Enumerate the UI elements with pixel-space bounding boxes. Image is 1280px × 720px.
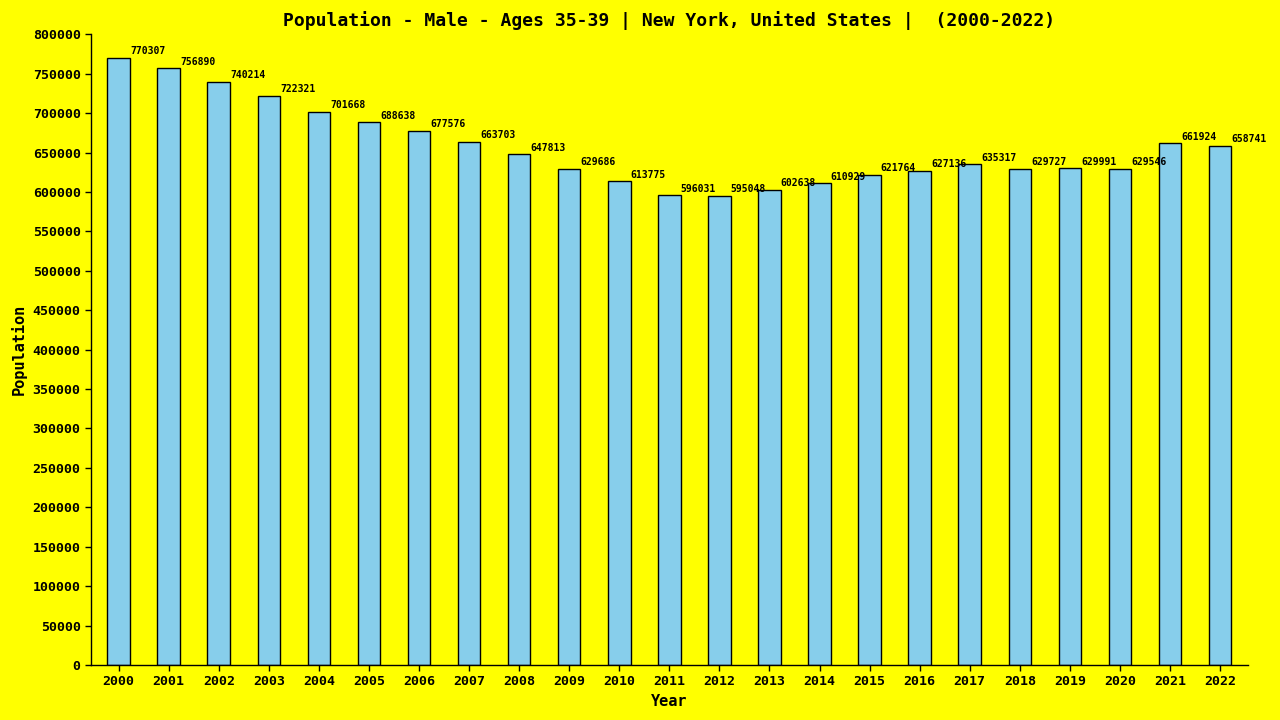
Bar [808,184,831,665]
Bar [207,81,230,665]
Text: 595048: 595048 [731,184,765,194]
Text: 610929: 610929 [831,172,867,182]
Text: 596031: 596031 [681,184,716,194]
Text: 602638: 602638 [781,179,815,189]
Title: Population - Male - Ages 35-39 | New York, United States |  (2000-2022): Population - Male - Ages 35-39 | New Yor… [283,11,1056,30]
Bar [357,122,380,665]
Text: 621764: 621764 [881,163,916,174]
Bar [1108,168,1132,665]
Text: 756890: 756890 [180,57,215,67]
Bar [859,175,881,665]
Bar [1208,145,1231,665]
Text: 770307: 770307 [129,46,165,56]
Y-axis label: Population: Population [12,304,27,395]
Text: 688638: 688638 [380,111,416,121]
Text: 629991: 629991 [1082,157,1116,167]
Bar [458,142,480,665]
Bar [307,112,330,665]
Text: 740214: 740214 [230,70,265,80]
X-axis label: Year: Year [652,694,687,709]
Text: 629686: 629686 [580,157,616,167]
Text: 647813: 647813 [530,143,566,153]
Text: 663703: 663703 [480,130,516,140]
Bar [257,96,280,665]
Bar [1009,168,1032,665]
Bar [758,190,781,665]
Bar [608,181,631,665]
Bar [658,195,681,665]
Bar [708,196,731,665]
Text: 701668: 701668 [330,100,365,110]
Text: 635317: 635317 [980,153,1016,163]
Bar [558,168,580,665]
Bar [408,131,430,665]
Bar [1158,143,1181,665]
Text: 722321: 722321 [280,84,315,94]
Bar [157,68,180,665]
Text: 629727: 629727 [1032,157,1066,167]
Bar [508,154,530,665]
Text: 661924: 661924 [1181,132,1216,142]
Bar [108,58,129,665]
Bar [959,164,980,665]
Text: 627136: 627136 [931,159,966,169]
Text: 677576: 677576 [430,120,466,130]
Text: 629546: 629546 [1132,157,1166,167]
Bar [909,171,931,665]
Bar [1059,168,1082,665]
Text: 658741: 658741 [1231,134,1267,144]
Text: 613775: 613775 [631,170,666,179]
